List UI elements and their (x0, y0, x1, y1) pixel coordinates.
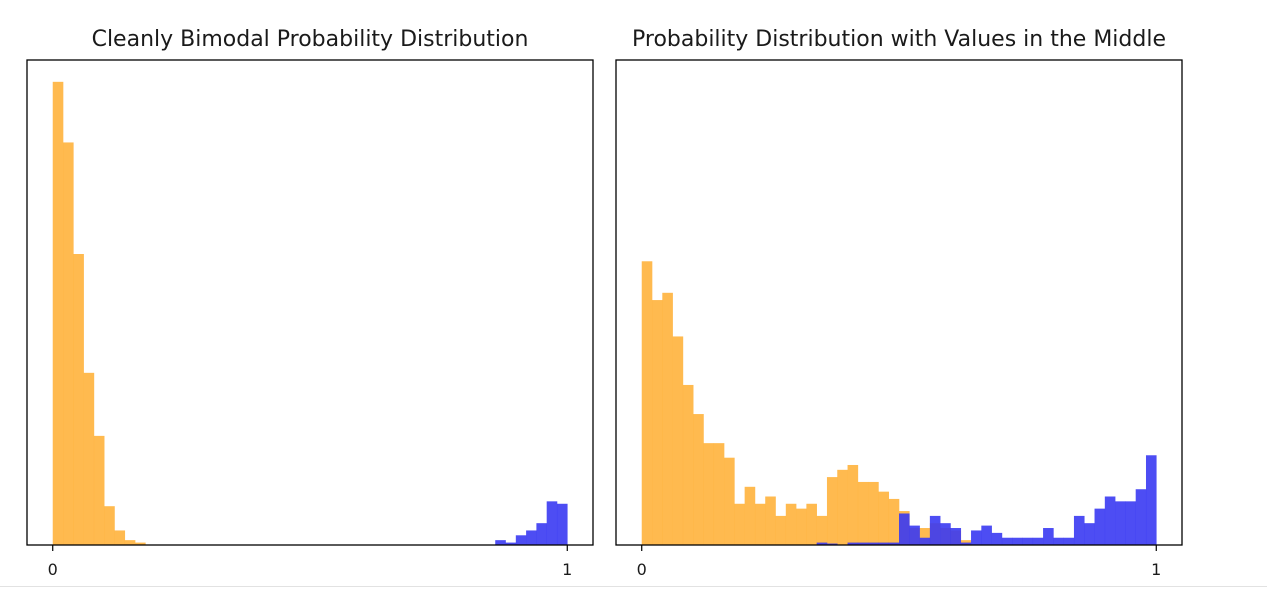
right-bar-series1-14 (971, 530, 982, 545)
left-bar-series1-5 (546, 501, 558, 545)
right-bar-series1-7 (899, 513, 910, 545)
right-bar-series0-17 (816, 515, 828, 545)
right-bar-series1-16 (991, 532, 1003, 546)
right-axes-frame (615, 59, 1183, 546)
right-bar-series1-11 (940, 523, 951, 545)
left-bar-series1-1 (505, 542, 517, 545)
right-bar-series1-20 (1032, 537, 1044, 545)
right-bar-series1-27 (1104, 496, 1116, 545)
left-bar-series0-3 (83, 372, 95, 545)
left-bar-series1-4 (536, 523, 547, 545)
left-bar-series0-7 (124, 540, 136, 545)
right-bar-series0-3 (672, 336, 684, 545)
left-bar-series0-5 (104, 506, 115, 545)
right-bar-series0-8 (724, 457, 735, 545)
right-bars (641, 261, 1157, 546)
right-bar-series0-11 (754, 503, 766, 545)
right-bar-series1-19 (1022, 537, 1034, 545)
right-bar-series0-24 (888, 498, 900, 545)
left-bar-series0-0 (52, 81, 64, 545)
right-bar-series0-2 (662, 292, 673, 545)
right-bar-series0-0 (641, 261, 653, 545)
right-bar-series1-30 (1135, 489, 1147, 545)
right-bar-series1-10 (929, 515, 941, 545)
right-bar-series1-18 (1012, 537, 1023, 545)
left-bar-series0-6 (114, 530, 126, 545)
right-bar-series1-5 (878, 542, 890, 545)
right-bar-series0-13 (775, 515, 787, 545)
right-bar-series1-15 (981, 525, 992, 545)
right-bar-series1-25 (1084, 523, 1095, 545)
right-bar-series0-16 (806, 503, 817, 545)
left-bar-series0-2 (73, 254, 84, 545)
left-bar-series0-4 (93, 435, 105, 546)
right-bar-series1-9 (919, 537, 931, 545)
right-bar-series1-0 (816, 542, 828, 545)
right-x-tick-label-1: 1 (1151, 560, 1161, 579)
right-bar-series0-9 (734, 503, 745, 545)
right-bar-series0-12 (765, 496, 776, 545)
right-bar-series0-27 (919, 528, 931, 545)
right-bar-series1-4 (868, 542, 879, 545)
right-bar-series0-23 (878, 491, 890, 545)
right-bar-series0-21 (857, 481, 869, 545)
left-bar-series1-0 (495, 540, 506, 545)
right-bar-series0-18 (826, 477, 838, 545)
left-chart-title: Cleanly Bimodal Probability Distribution (92, 27, 529, 52)
right-bar-series1-23 (1063, 537, 1075, 545)
right-bar-series1-31 (1145, 455, 1157, 545)
right-x-tick-label-0: 0 (637, 560, 647, 579)
right-histogram-panel: Probability Distribution with Values in … (615, 27, 1183, 579)
left-bar-series0-8 (135, 542, 146, 545)
right-bar-series1-28 (1115, 501, 1126, 545)
right-bar-series0-10 (744, 486, 756, 545)
right-bar-series1-8 (909, 525, 920, 545)
right-bar-series0-4 (682, 384, 694, 545)
right-bar-series0-5 (693, 414, 704, 545)
left-bar-series1-3 (526, 530, 537, 545)
right-chart-title: Probability Distribution with Values in … (632, 27, 1166, 52)
right-bar-series0-6 (703, 443, 715, 545)
right-bar-series1-24 (1073, 515, 1085, 545)
right-bar-series0-31 (960, 540, 972, 545)
right-bar-series0-22 (868, 481, 879, 545)
right-bar-series1-1 (826, 543, 838, 545)
right-bar-series0-19 (837, 469, 848, 545)
right-bar-series1-13 (960, 542, 972, 545)
left-axes-frame (26, 59, 594, 546)
right-bar-series1-2 (847, 542, 859, 545)
left-bar-series0-1 (63, 142, 74, 545)
left-histogram-panel: Cleanly Bimodal Probability Distribution… (26, 27, 594, 579)
right-bar-series1-21 (1043, 528, 1054, 545)
right-bar-series0-14 (785, 503, 797, 545)
page-bottom-divider (0, 586, 1267, 587)
right-bar-series1-26 (1094, 508, 1106, 546)
right-bar-series1-29 (1125, 501, 1136, 545)
left-x-tick-label-1: 1 (562, 560, 572, 579)
right-bar-series1-12 (950, 528, 962, 545)
right-bar-series0-1 (652, 300, 663, 545)
right-bar-series0-15 (796, 508, 807, 546)
right-bar-series1-22 (1053, 537, 1064, 545)
left-bars (52, 81, 568, 546)
right-bar-series0-7 (713, 443, 725, 545)
right-bar-series1-6 (888, 542, 900, 545)
left-bar-series1-6 (556, 503, 568, 545)
right-bar-series0-20 (847, 464, 859, 545)
left-bar-series1-2 (515, 535, 527, 545)
left-x-tick-label-0: 0 (48, 560, 58, 579)
right-bar-series1-3 (857, 542, 869, 545)
right-bar-series1-17 (1001, 537, 1013, 545)
